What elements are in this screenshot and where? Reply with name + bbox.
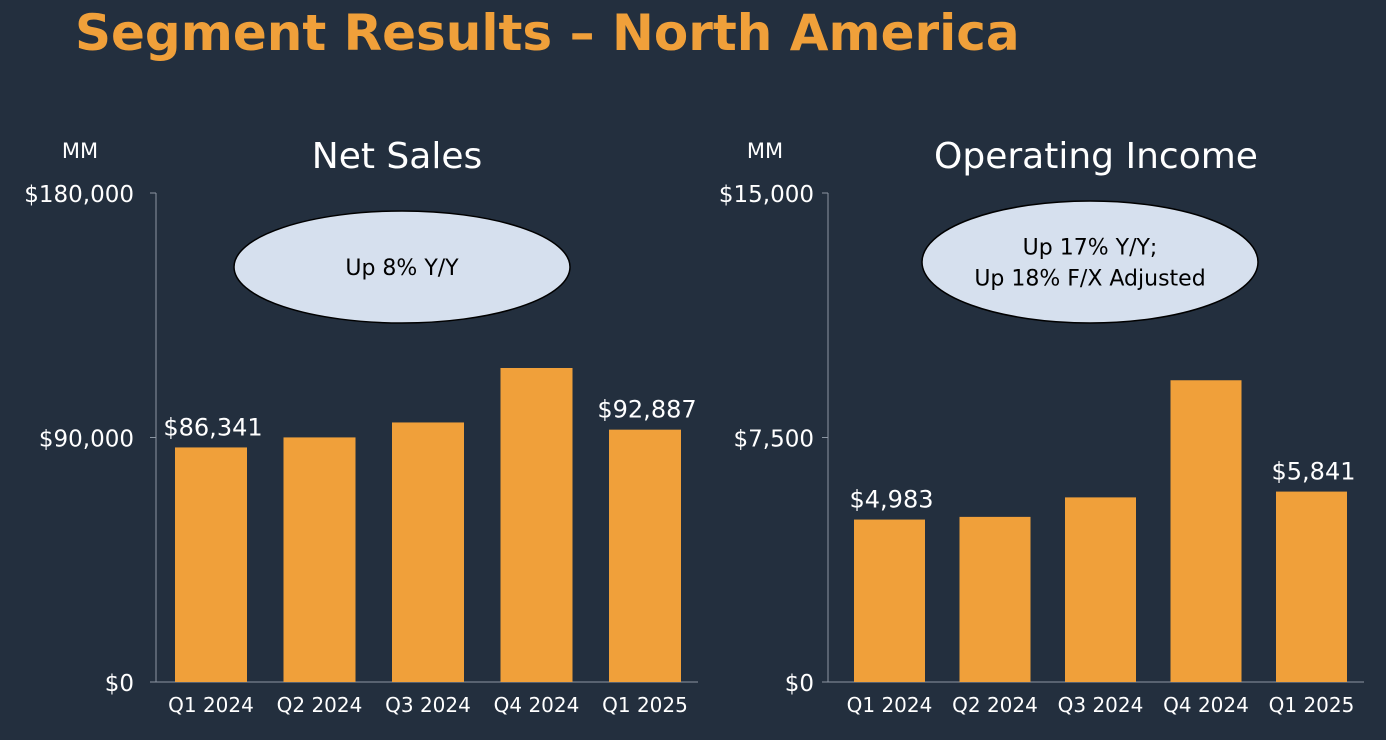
operating-income-chart-title: Operating Income [934,136,1258,177]
operating-income-data-label: $4,983 [850,486,934,514]
operating-income-x-tick-label: Q1 2025 [1269,693,1355,717]
operating-income-x-tick-label: Q3 2024 [1058,693,1144,717]
operating-income-bar [1065,497,1136,682]
net-sales-unit-label: MM [62,139,98,163]
net-sales-x-tick-label: Q1 2024 [168,693,254,717]
operating-income-x-tick-label: Q4 2024 [1163,693,1249,717]
operating-income-x-tick-label: Q2 2024 [952,693,1038,717]
net-sales-chart-title: Net Sales [312,136,482,177]
operating-income-data-label: $5,841 [1272,458,1356,486]
net-sales-y-tick-label: $90,000 [39,427,134,453]
net-sales-data-label: $86,341 [163,413,262,441]
net-sales-bar [609,429,681,682]
operating-income-bar [854,519,925,682]
net-sales-callout-text: Up 8% Y/Y [345,256,459,281]
operating-income-bar [1170,380,1242,682]
net-sales-bar [500,367,573,682]
operating-income-callout-text: Up 17% Y/Y; [1023,236,1158,261]
operating-income-bar [1276,491,1347,682]
net-sales-bar [392,422,464,682]
net-sales-callout-bubble [233,210,571,324]
operating-income-y-tick-label: $7,500 [734,427,814,453]
net-sales-y-tick-label: $180,000 [24,182,134,208]
net-sales-x-tick-label: Q1 2025 [602,693,688,717]
net-sales-bar [283,437,356,682]
net-sales-bar [175,447,247,682]
operating-income-unit-label: MM [747,139,783,163]
net-sales-data-label: $92,887 [597,396,696,424]
operating-income-bar [959,516,1031,682]
net-sales-y-tick-label: $0 [105,671,134,697]
operating-income-callout-text: Up 18% F/X Adjusted [974,267,1205,292]
net-sales-x-tick-label: Q3 2024 [385,693,471,717]
net-sales-x-tick-label: Q2 2024 [277,693,363,717]
operating-income-callout-bubble [921,200,1259,324]
operating-income-y-tick-label: $0 [785,671,814,697]
operating-income-x-tick-label: Q1 2024 [847,693,933,717]
page-title: Segment Results – North America [75,4,1020,62]
net-sales-x-tick-label: Q4 2024 [494,693,580,717]
operating-income-y-tick-label: $15,000 [719,182,814,208]
